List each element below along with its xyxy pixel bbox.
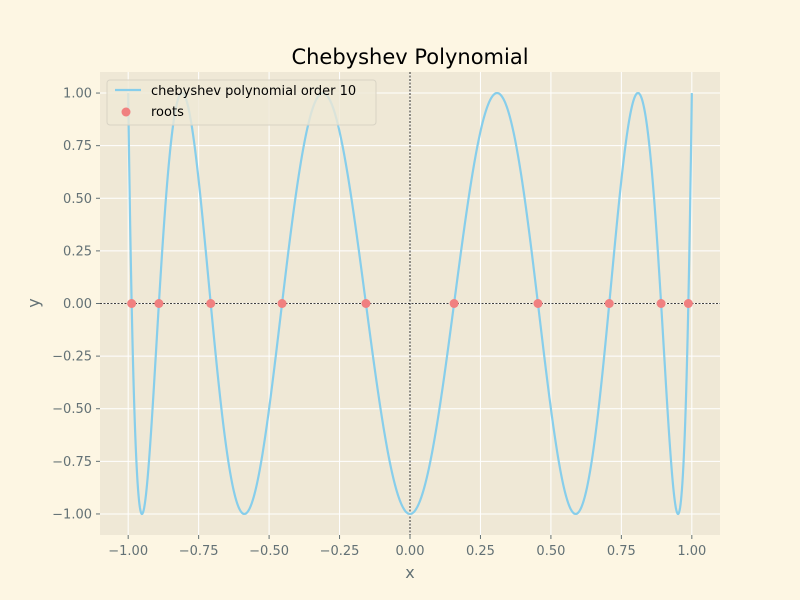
- y-tick-label: −0.25: [52, 350, 92, 365]
- legend-label-polynomial: chebyshev polynomial order 10: [151, 84, 356, 99]
- y-tick-label: 0.75: [63, 139, 92, 154]
- x-tick-label: −0.50: [249, 544, 289, 559]
- root-point: [683, 299, 693, 308]
- x-axis-ticks: −1.00 −0.75 −0.50 −0.25 0.00 0.25 0.50 0.75 1.00: [108, 535, 706, 559]
- root-point: [361, 299, 371, 308]
- root-point: [604, 299, 614, 308]
- y-axis-ticks: −1.00 −0.75 −0.50 −0.25 0.00 0.25 0.50 0.75 1.00: [52, 87, 100, 522]
- y-tick-label: 1.00: [63, 87, 92, 102]
- x-tick-label: 0.50: [536, 544, 565, 559]
- root-point: [277, 299, 287, 308]
- x-tick-label: 1.00: [677, 544, 706, 559]
- y-tick-label: −1.00: [52, 507, 92, 522]
- legend-label-roots: roots: [151, 105, 184, 120]
- x-tick-label: 0.25: [466, 544, 495, 559]
- legend: chebyshev polynomial order 10 roots: [106, 79, 377, 126]
- y-tick-label: 0.00: [63, 297, 92, 312]
- y-axis-label: y: [24, 298, 43, 307]
- y-tick-label: −0.75: [52, 455, 92, 470]
- x-axis-label: x: [405, 563, 414, 582]
- chart-title: Chebyshev Polynomial: [291, 45, 528, 69]
- root-point: [206, 299, 216, 308]
- series-layer: [127, 91, 693, 516]
- x-tick-label: −0.25: [320, 544, 360, 559]
- root-point: [449, 299, 459, 308]
- roots-points: [127, 299, 693, 308]
- root-point: [127, 299, 137, 308]
- root-point: [656, 299, 666, 308]
- root-point: [533, 299, 543, 308]
- x-tick-label: −1.00: [108, 544, 148, 559]
- legend-dot-swatch: [121, 107, 131, 117]
- y-tick-label: −0.50: [52, 402, 92, 417]
- reference-lines: [100, 72, 720, 535]
- y-tick-label: 0.50: [63, 192, 92, 207]
- root-point: [154, 299, 164, 308]
- y-tick-label: 0.25: [63, 244, 92, 259]
- legend-box: [106, 79, 377, 126]
- x-tick-label: −0.75: [179, 544, 219, 559]
- x-tick-label: 0.75: [607, 544, 636, 559]
- x-tick-label: 0.00: [396, 544, 425, 559]
- chebyshev-curve: [127, 91, 693, 516]
